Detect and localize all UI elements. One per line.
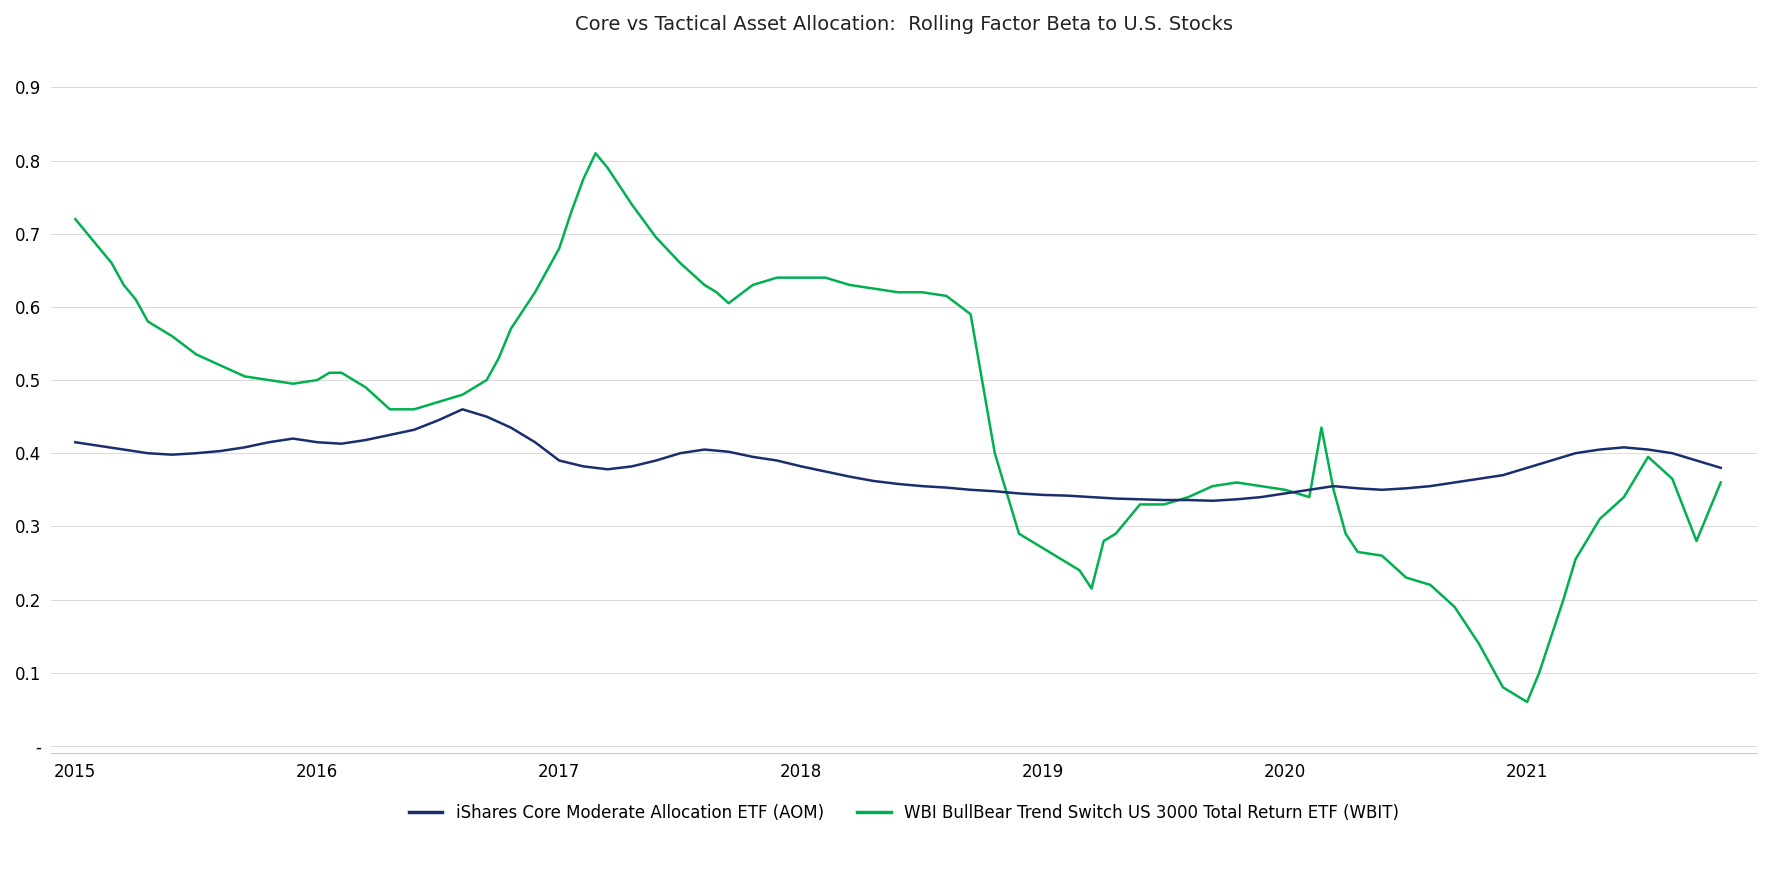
Title: Core vs Tactical Asset Allocation:  Rolling Factor Beta to U.S. Stocks: Core vs Tactical Asset Allocation: Rolli… [576, 15, 1233, 34]
Legend: iShares Core Moderate Allocation ETF (AOM), WBI BullBear Trend Switch US 3000 To: iShares Core Moderate Allocation ETF (AO… [402, 797, 1405, 829]
